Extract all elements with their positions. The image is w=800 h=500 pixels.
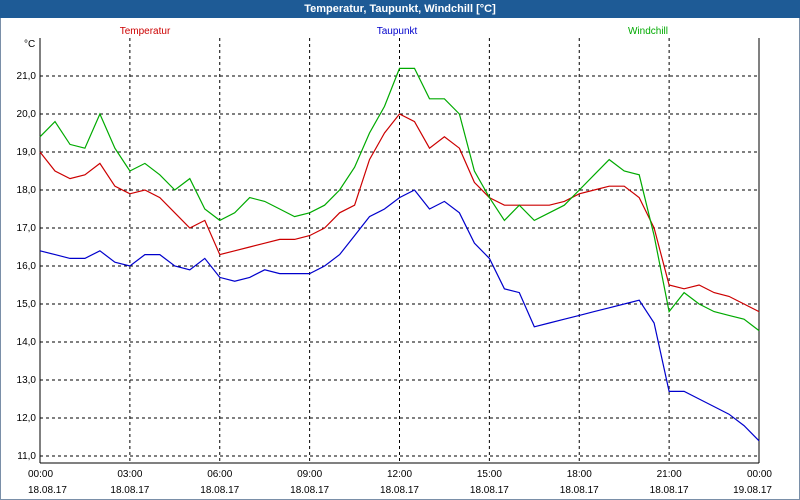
- y-tick-label: 13,0: [17, 375, 37, 386]
- x-tick-time: 12:00: [387, 469, 412, 480]
- y-tick-label: 11,0: [17, 451, 36, 462]
- x-tick-date: 18.08.17: [380, 485, 419, 496]
- series-line-windchill: [39, 67, 760, 332]
- y-axis-unit: °C: [24, 39, 35, 50]
- x-tick-time: 00:00: [28, 469, 53, 480]
- x-tick-time: 06:00: [207, 469, 232, 480]
- y-tick-label: 16,0: [17, 261, 37, 272]
- x-tick-date: 18.08.17: [290, 485, 329, 496]
- series-line-taupunkt: [39, 189, 760, 442]
- x-tick-time: 09:00: [297, 469, 322, 480]
- x-tick-date: 18.08.17: [200, 485, 239, 496]
- x-tick-date: 19.08.17: [733, 485, 772, 496]
- y-tick-label: 12,0: [17, 413, 37, 424]
- y-tick-label: 14,0: [17, 337, 37, 348]
- x-tick-time: 15:00: [477, 469, 502, 480]
- legend-temperatur: Temperatur: [120, 26, 171, 37]
- x-tick-time: 00:00: [747, 469, 772, 480]
- chart-title: Temperatur, Taupunkt, Windchill [°C]: [0, 0, 800, 18]
- legend-windchill: Windchill: [628, 26, 668, 37]
- x-tick-time: 18:00: [567, 469, 592, 480]
- x-tick-date: 18.08.17: [28, 485, 67, 496]
- y-tick-label: 21,0: [17, 71, 37, 82]
- y-tick-label: 17,0: [17, 223, 37, 234]
- y-tick-label: 18,0: [17, 185, 37, 196]
- x-tick-date: 18.08.17: [650, 485, 689, 496]
- x-tick-date: 18.08.17: [470, 485, 509, 496]
- x-tick-time: 03:00: [117, 469, 142, 480]
- y-tick-label: 20,0: [17, 109, 37, 120]
- x-tick-date: 18.08.17: [110, 485, 149, 496]
- legend-taupunkt: Taupunkt: [377, 26, 418, 37]
- x-tick-date: 18.08.17: [560, 485, 599, 496]
- y-tick-label: 19,0: [17, 147, 37, 158]
- y-tick-label: 15,0: [17, 299, 37, 310]
- series-line-temperatur: [39, 113, 760, 313]
- x-tick-time: 21:00: [657, 469, 682, 480]
